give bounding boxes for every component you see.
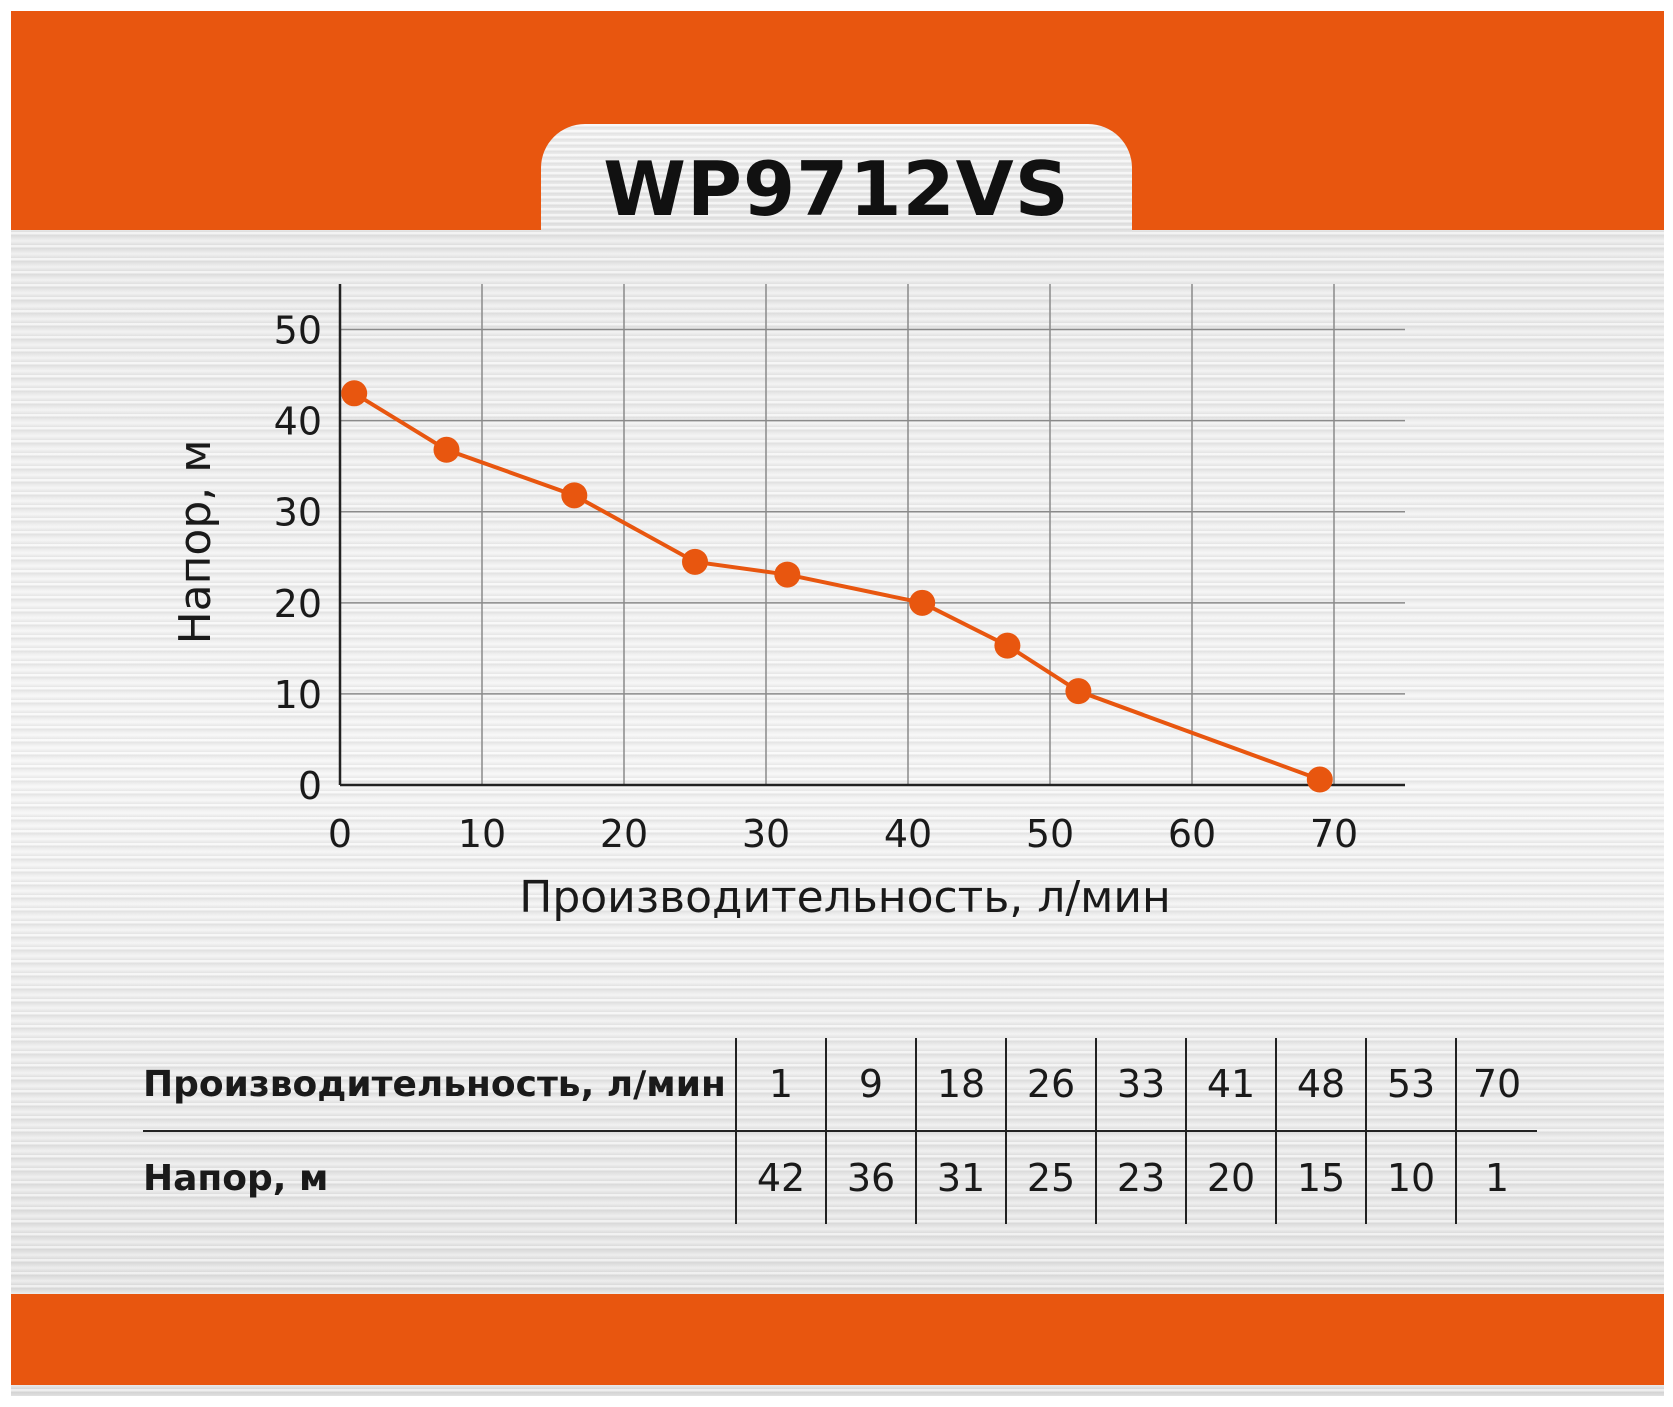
table-cell: 15 [1275,1131,1366,1224]
bottom-accent-band [11,1294,1664,1385]
y-tick-label: 50 [274,309,322,353]
x-tick-label: 10 [458,812,506,856]
table-cell: 23 [1095,1131,1186,1224]
chart-axes [338,284,1405,787]
table-cell: 31 [915,1131,1006,1224]
data-table: Производительность, л/мин 1 9 18 26 33 41 48 53 7… [143,1038,1537,1224]
data-point [1306,766,1333,793]
table-cell: 41 [1185,1038,1276,1132]
x-tick-label: 70 [1310,812,1358,856]
y-tick-labels: 0 10 20 30 40 50 [274,309,322,808]
y-tick-label: 30 [274,491,322,535]
y-tick-label: 0 [298,764,322,808]
row-label: Напор, м [143,1157,329,1199]
table-cell: 1 [1455,1131,1537,1224]
table-cell: 25 [1005,1131,1096,1224]
chart-series [341,380,1333,793]
data-point [774,561,801,588]
y-tick-label: 20 [274,582,322,626]
x-axis-label: Производительность, л/мин [519,872,1170,923]
table-cell: 33 [1095,1038,1186,1132]
table-row: Напор, м 42 36 31 25 23 20 15 10 1 [143,1131,1537,1224]
data-point [994,632,1021,659]
title-tab: WP9712VS [541,124,1132,234]
table-cell: 36 [825,1131,916,1224]
table-cell: 48 [1275,1038,1366,1132]
x-tick-label: 50 [1026,812,1074,856]
data-point [561,482,588,509]
table-cell: 9 [825,1038,916,1132]
y-tick-label: 40 [274,400,322,444]
table-cell: 20 [1185,1131,1276,1224]
performance-chart: 0 10 20 30 40 50 60 70 0 10 20 30 40 50 Производител… [170,284,1405,923]
data-point [909,589,936,616]
data-point [1065,678,1092,705]
series-line [353,391,1321,782]
row-label: Производительность, л/мин [143,1038,736,1132]
table-cell: 1 [735,1038,826,1132]
table-cell: 10 [1365,1131,1456,1224]
data-point [682,548,708,575]
table-cell: 70 [1455,1038,1537,1132]
y-axis-label: Напор, м [170,440,221,645]
x-tick-label: 60 [1168,812,1216,856]
data-point [433,436,460,463]
table-cell: 26 [1005,1038,1096,1132]
x-tick-label: 40 [884,812,932,856]
x-tick-label: 30 [742,812,790,856]
x-tick-labels: 0 10 20 30 40 50 60 70 [328,812,1358,856]
chart-grid [340,284,1405,785]
table-row: Производительность, л/мин 1 9 18 26 33 41 48 53 7… [143,1038,1537,1132]
data-point [341,380,368,407]
x-tick-label: 20 [600,812,648,856]
table-cell: 53 [1365,1038,1456,1132]
model-title: WP9712VS [603,145,1070,233]
table-cell: 42 [735,1131,826,1224]
table-cell: 18 [915,1038,1006,1132]
y-tick-label: 10 [274,673,322,717]
x-tick-label: 0 [328,812,352,856]
